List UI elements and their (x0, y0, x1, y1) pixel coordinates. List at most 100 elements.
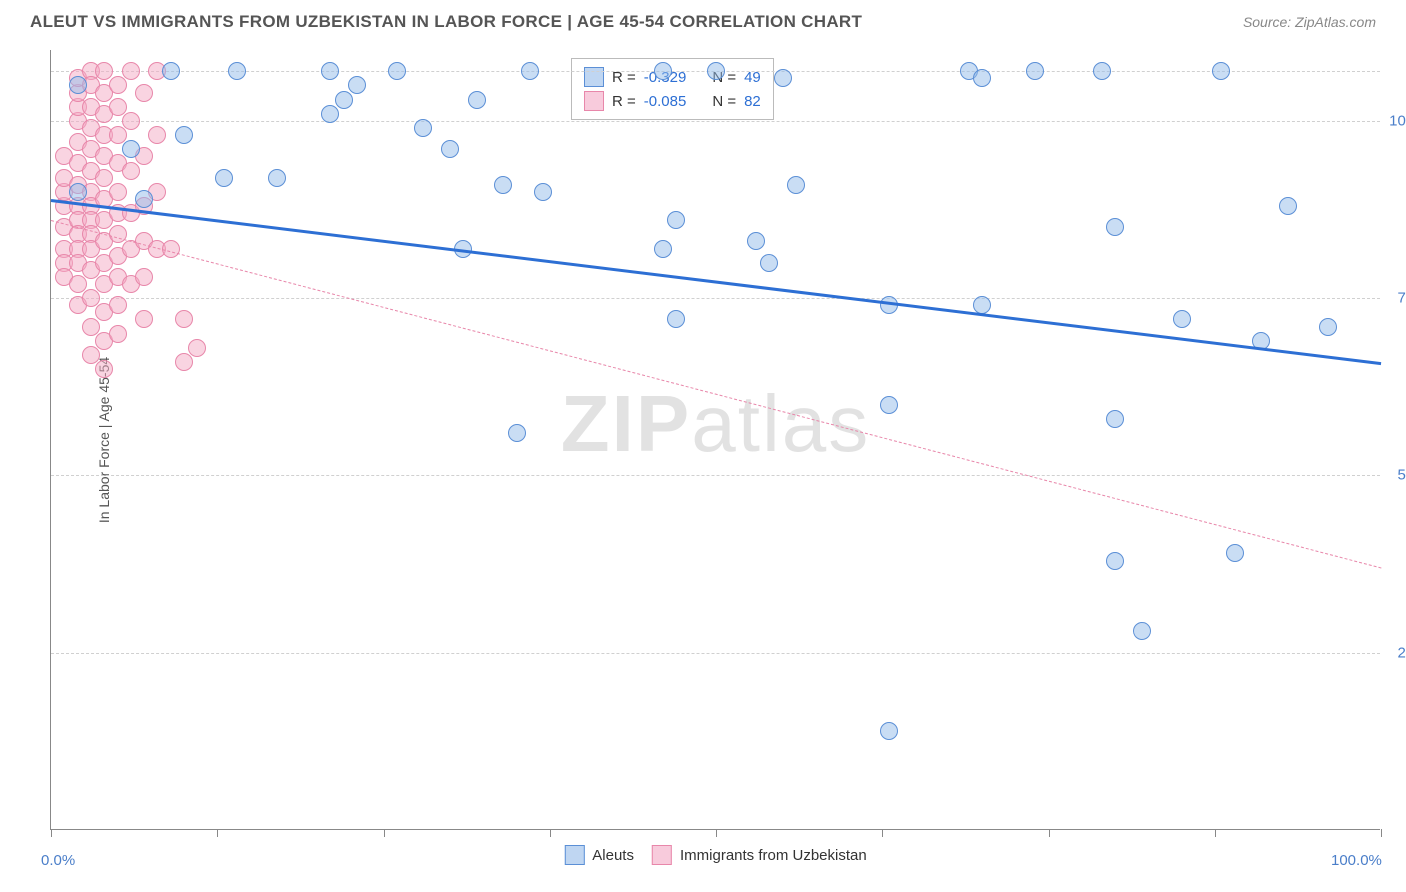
data-point (148, 126, 166, 144)
x-axis-label: 0.0% (41, 852, 75, 869)
data-point (321, 62, 339, 80)
stats-legend: R = -0.329 N = 49 R = -0.085 N = 82 (571, 58, 774, 120)
data-point (1106, 552, 1124, 570)
legend-row-blue: R = -0.329 N = 49 (584, 65, 761, 89)
data-point (654, 62, 672, 80)
data-point (135, 268, 153, 286)
gridline (51, 121, 1380, 122)
data-point (1133, 622, 1151, 640)
series-legend: Aleuts Immigrants from Uzbekistan (564, 843, 866, 867)
swatch-blue-icon (584, 67, 604, 87)
data-point (880, 396, 898, 414)
data-point (787, 176, 805, 194)
regression-line (51, 199, 1381, 365)
data-point (122, 162, 140, 180)
data-point (521, 62, 539, 80)
data-point (414, 119, 432, 137)
data-point (175, 126, 193, 144)
data-point (1093, 62, 1111, 80)
data-point (215, 169, 233, 187)
x-tick (1215, 829, 1216, 837)
data-point (1279, 197, 1297, 215)
data-point (122, 140, 140, 158)
data-point (654, 240, 672, 258)
data-point (321, 105, 339, 123)
x-tick (384, 829, 385, 837)
x-tick (716, 829, 717, 837)
data-point (109, 325, 127, 343)
data-point (1212, 62, 1230, 80)
x-tick (882, 829, 883, 837)
x-tick (1049, 829, 1050, 837)
gridline (51, 475, 1380, 476)
data-point (1106, 410, 1124, 428)
data-point (1173, 310, 1191, 328)
data-point (109, 126, 127, 144)
data-point (880, 722, 898, 740)
data-point (109, 225, 127, 243)
data-point (441, 140, 459, 158)
data-point (667, 310, 685, 328)
scatter-chart: In Labor Force | Age 45-54 ZIPatlas R = … (50, 50, 1380, 830)
regression-line (51, 220, 1381, 568)
x-tick (1381, 829, 1382, 837)
legend-item-uzbekistan: Immigrants from Uzbekistan (652, 843, 867, 867)
data-point (122, 112, 140, 130)
data-point (747, 232, 765, 250)
data-point (82, 318, 100, 336)
data-point (122, 62, 140, 80)
x-axis-label: 100.0% (1331, 852, 1382, 869)
gridline (51, 298, 1380, 299)
data-point (109, 296, 127, 314)
data-point (348, 76, 366, 94)
data-point (1226, 544, 1244, 562)
data-point (135, 84, 153, 102)
chart-title: ALEUT VS IMMIGRANTS FROM UZBEKISTAN IN L… (30, 12, 862, 32)
data-point (760, 254, 778, 272)
legend-row-pink: R = -0.085 N = 82 (584, 89, 761, 113)
swatch-blue-icon (564, 845, 584, 865)
y-axis-label: In Labor Force | Age 45-54 (96, 356, 112, 522)
data-point (1319, 318, 1337, 336)
y-tick-label: 25.0% (1397, 644, 1406, 661)
data-point (335, 91, 353, 109)
data-point (135, 310, 153, 328)
data-point (508, 424, 526, 442)
data-point (95, 62, 113, 80)
data-point (494, 176, 512, 194)
data-point (468, 91, 486, 109)
data-point (268, 169, 286, 187)
data-point (95, 360, 113, 378)
x-tick (51, 829, 52, 837)
x-tick (217, 829, 218, 837)
y-tick-label: 50.0% (1397, 467, 1406, 484)
data-point (188, 339, 206, 357)
data-point (388, 62, 406, 80)
data-point (135, 190, 153, 208)
data-point (109, 183, 127, 201)
data-point (109, 76, 127, 94)
data-point (1026, 62, 1044, 80)
data-point (175, 353, 193, 371)
data-point (707, 62, 725, 80)
data-point (82, 289, 100, 307)
swatch-pink-icon (652, 845, 672, 865)
source-attribution: Source: ZipAtlas.com (1243, 14, 1376, 30)
data-point (82, 346, 100, 364)
data-point (1106, 218, 1124, 236)
data-point (69, 76, 87, 94)
data-point (109, 98, 127, 116)
watermark: ZIPatlas (561, 378, 870, 470)
data-point (973, 69, 991, 87)
data-point (162, 62, 180, 80)
data-point (69, 183, 87, 201)
gridline (51, 653, 1380, 654)
data-point (667, 211, 685, 229)
x-tick (550, 829, 551, 837)
legend-item-aleuts: Aleuts (564, 843, 634, 867)
y-tick-label: 100.0% (1389, 112, 1406, 129)
swatch-pink-icon (584, 91, 604, 111)
data-point (175, 310, 193, 328)
data-point (69, 275, 87, 293)
data-point (162, 240, 180, 258)
